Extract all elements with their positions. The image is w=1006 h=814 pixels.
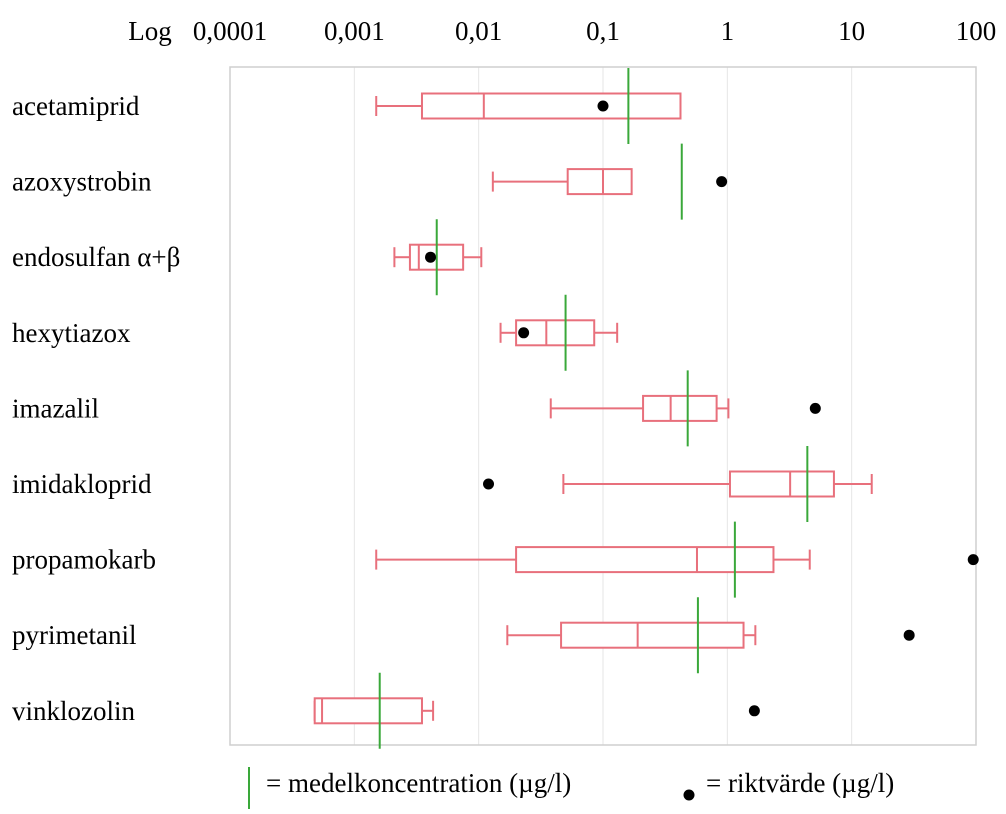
guideline-point xyxy=(748,705,760,717)
box-iqr xyxy=(566,168,633,196)
box-iqr xyxy=(560,621,745,649)
legend-mean-label: = medelkoncentration (µg/l) xyxy=(266,768,571,798)
guideline-point xyxy=(483,478,495,490)
category-label: azoxystrobin xyxy=(12,167,152,197)
category-label: endosulfan α+β xyxy=(12,242,180,272)
legend: = medelkoncentration (µg/l) = riktvärde … xyxy=(248,767,894,809)
box-series xyxy=(313,68,979,749)
axis-prefix-label: Log xyxy=(128,16,172,46)
guideline-point xyxy=(967,554,979,566)
box-iqr xyxy=(728,470,835,498)
box-iqr xyxy=(642,394,718,422)
x-tick-label: 0,0001 xyxy=(193,16,267,46)
box-iqr xyxy=(420,92,682,120)
category-label: hexytiazox xyxy=(12,318,131,348)
box-6 xyxy=(483,446,873,522)
category-label: imidakloprid xyxy=(12,469,152,499)
category-label: acetamiprid xyxy=(12,91,140,121)
guideline-point xyxy=(809,402,821,414)
guideline-point xyxy=(716,176,728,188)
category-label: propamokarb xyxy=(12,545,156,575)
x-tick-label: 1 xyxy=(721,16,735,46)
category-label: vinklozolin xyxy=(12,696,135,726)
box-5 xyxy=(549,370,821,447)
box-7 xyxy=(375,521,979,598)
box-2 xyxy=(491,143,728,220)
guideline-point xyxy=(597,100,609,112)
x-tick-label: 10 xyxy=(838,16,865,46)
legend-guideline-swatch xyxy=(683,789,695,801)
box-iqr xyxy=(515,546,775,574)
box-3 xyxy=(393,219,483,296)
box-iqr xyxy=(313,697,423,725)
box-4 xyxy=(499,294,619,371)
category-label: pyrimetanil xyxy=(12,620,136,650)
x-tick-label: 0,01 xyxy=(455,16,502,46)
guideline-point xyxy=(903,629,915,641)
x-tick-label: 0,1 xyxy=(586,16,620,46)
x-tick-label: 100 xyxy=(956,16,997,46)
legend-guideline-label: = riktvärde (µg/l) xyxy=(706,768,894,798)
category-label: imazalil xyxy=(12,393,99,423)
box-8 xyxy=(506,597,915,674)
x-axis-ticks: 0,0001 0,001 0,01 0,1 1 10 100 xyxy=(193,16,996,46)
guideline-point xyxy=(425,251,437,263)
x-tick-label: 0,001 xyxy=(324,16,385,46)
category-labels: acetamiprid azoxystrobin endosulfan α+β hex… xyxy=(12,91,180,726)
box-9 xyxy=(313,672,760,749)
guideline-point xyxy=(518,327,530,339)
plot-area-frame xyxy=(229,66,977,746)
box-1 xyxy=(375,68,682,144)
